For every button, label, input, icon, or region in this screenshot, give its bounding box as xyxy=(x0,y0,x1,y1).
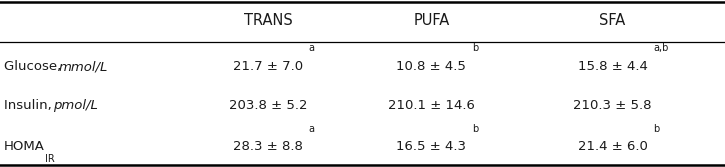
Text: 16.5 ± 4.3: 16.5 ± 4.3 xyxy=(397,140,466,153)
Text: pmol/L: pmol/L xyxy=(53,99,98,112)
Text: 10.8 ± 4.5: 10.8 ± 4.5 xyxy=(397,60,466,73)
Text: b: b xyxy=(653,124,660,134)
Text: 15.8 ± 4.4: 15.8 ± 4.4 xyxy=(578,60,647,73)
Text: HOMA: HOMA xyxy=(4,140,44,153)
Text: 203.8 ± 5.2: 203.8 ± 5.2 xyxy=(229,99,307,112)
Text: 21.4 ± 6.0: 21.4 ± 6.0 xyxy=(578,140,647,153)
Text: Glucose,: Glucose, xyxy=(4,60,65,73)
Text: mmol/L: mmol/L xyxy=(59,60,108,73)
Text: 210.1 ± 14.6: 210.1 ± 14.6 xyxy=(388,99,475,112)
Text: b: b xyxy=(472,43,478,53)
Text: 21.7 ± 7.0: 21.7 ± 7.0 xyxy=(233,60,303,73)
Text: PUFA: PUFA xyxy=(413,13,450,28)
Text: TRANS: TRANS xyxy=(244,13,293,28)
Text: Insulin,: Insulin, xyxy=(4,99,56,112)
Text: 210.3 ± 5.8: 210.3 ± 5.8 xyxy=(573,99,652,112)
Text: a: a xyxy=(309,43,315,53)
Text: b: b xyxy=(472,124,478,134)
Text: 28.3 ± 8.8: 28.3 ± 8.8 xyxy=(233,140,303,153)
Text: SFA: SFA xyxy=(600,13,626,28)
Text: a: a xyxy=(309,124,315,134)
Text: a,b: a,b xyxy=(653,43,668,53)
Text: IR: IR xyxy=(45,154,54,164)
